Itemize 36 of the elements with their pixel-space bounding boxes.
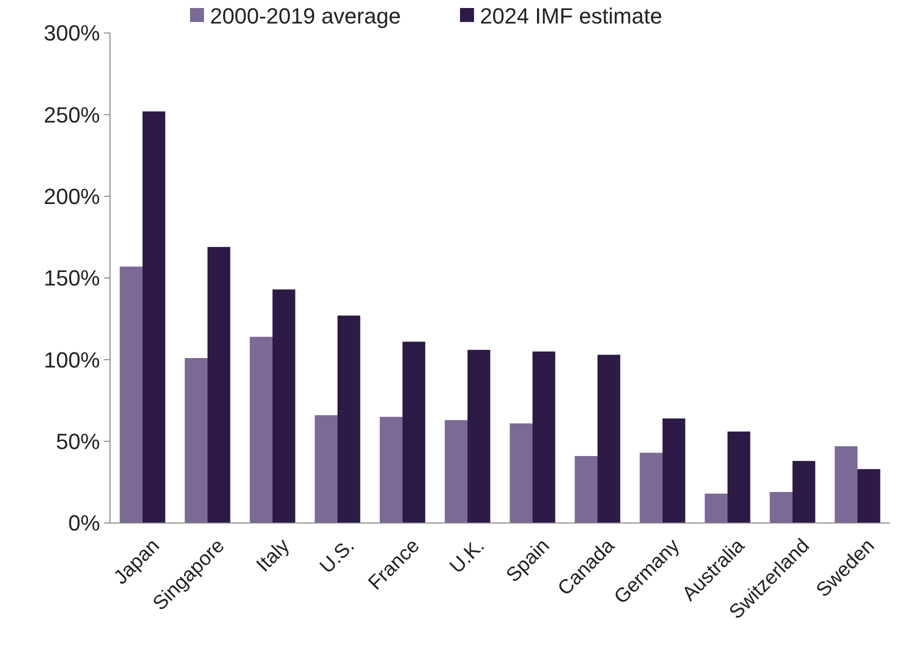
bar [510,423,532,523]
bar [184,358,208,523]
bar [598,354,620,523]
bar [468,350,490,523]
y-tick-label: 300% [44,20,100,46]
bar [662,418,686,523]
x-tick-label: U.S. [316,534,359,578]
y-tick-label: 200% [44,184,100,210]
bar [792,460,816,523]
bar [250,336,272,523]
bar [314,415,338,523]
x-tick-label: U.K. [446,534,489,578]
bar [834,446,858,523]
bar [402,342,426,523]
y-tick-label: 150% [44,266,100,291]
bar [380,416,402,523]
bar [858,469,880,523]
legend-label: 2000-2019 average [210,4,401,29]
y-tick-label: 100% [44,347,100,372]
bar [120,266,142,523]
bar [574,456,598,523]
bar [728,432,750,523]
bar [272,289,296,523]
bar [770,492,792,523]
y-tick-label: 0% [68,510,100,536]
bar [704,494,728,523]
bar [208,246,230,523]
bar [640,452,662,523]
bar [338,316,360,523]
bar [532,352,556,523]
y-tick-label: 250% [44,102,100,128]
legend-label: 2024 IMF estimate [480,4,662,29]
bar [444,420,468,523]
bar [142,111,166,523]
x-tick-label: Italy [252,534,294,576]
y-tick-label: 50% [56,429,100,454]
